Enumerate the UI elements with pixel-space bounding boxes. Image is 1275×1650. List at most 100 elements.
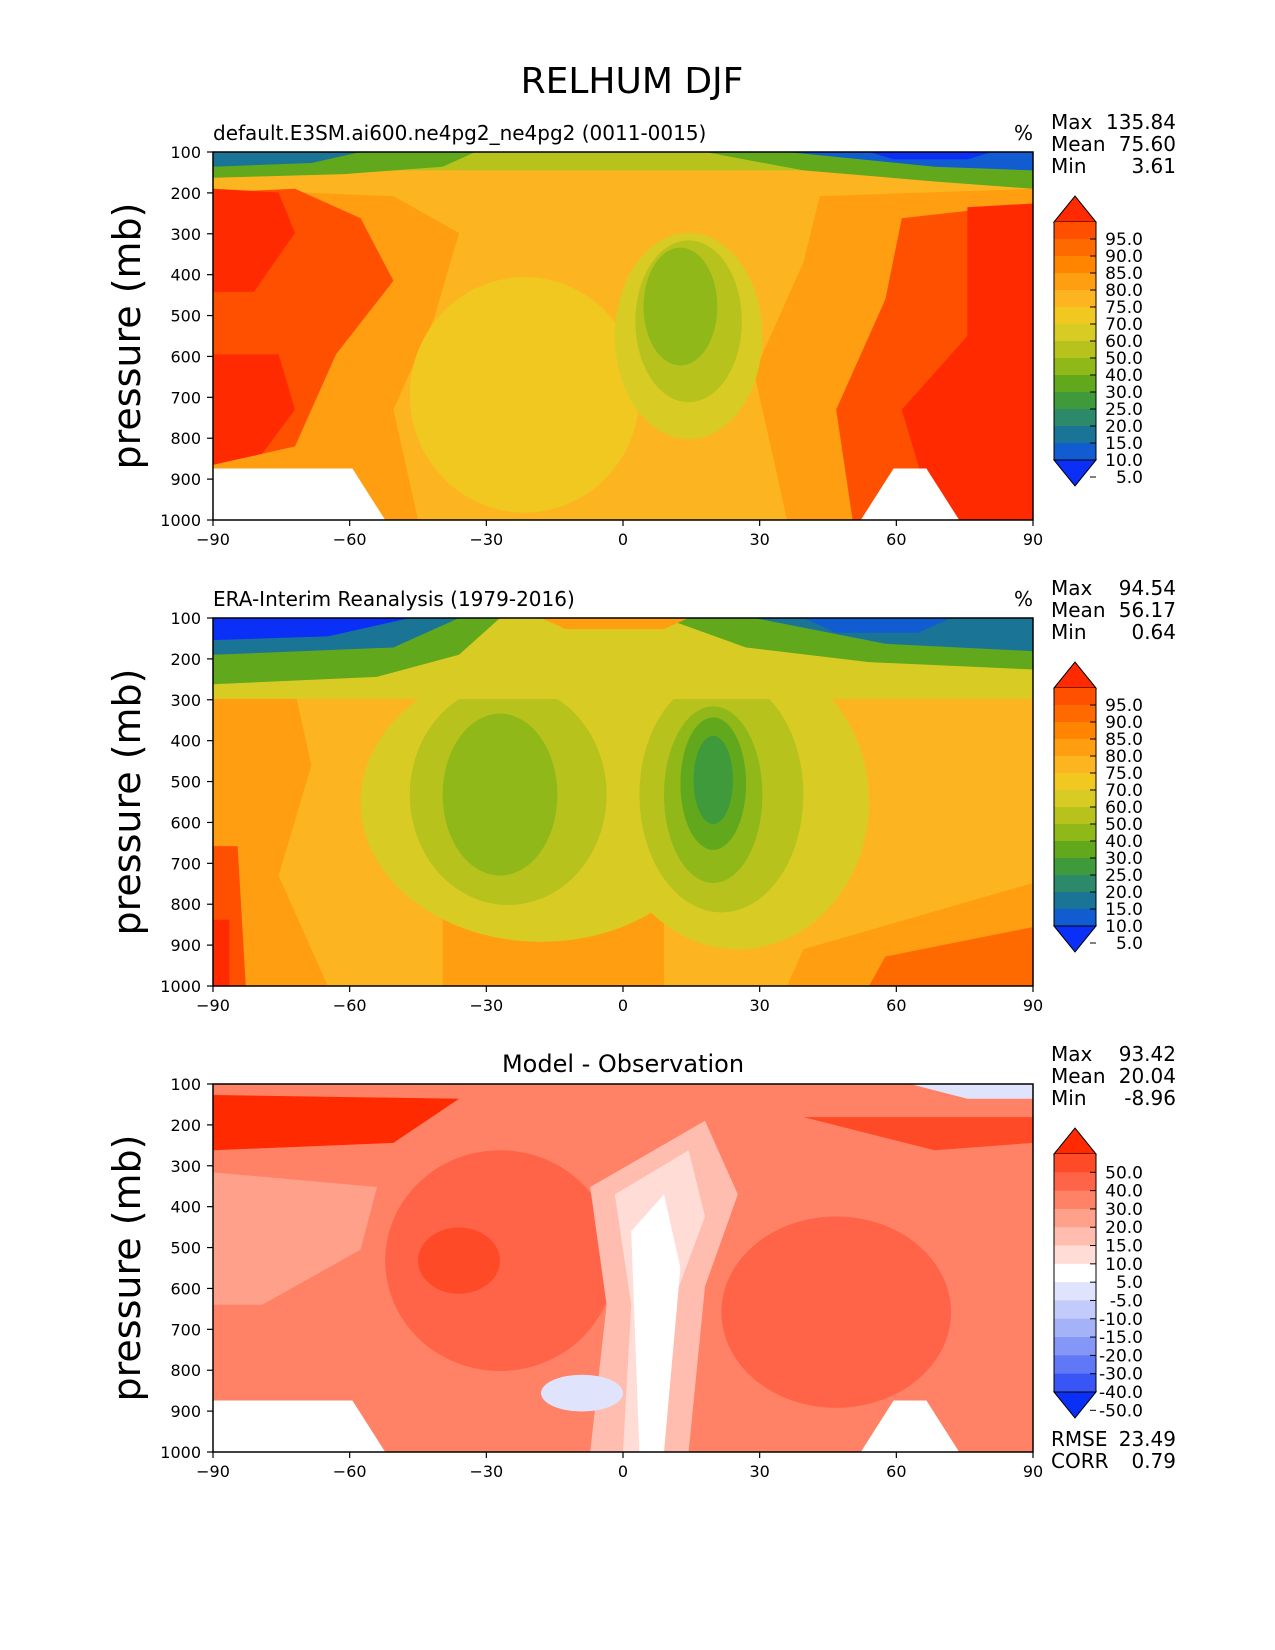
field-red-east — [869, 927, 1033, 986]
y-tick-label: 500 — [170, 307, 201, 326]
field-top-deep-blue-east — [869, 152, 992, 160]
y-tick-label: 400 — [170, 732, 201, 751]
y-tick-label: 200 — [170, 1116, 201, 1135]
stat-value: 23.49 — [1119, 1427, 1176, 1451]
colorbar-label: 80.0 — [1105, 281, 1143, 301]
colorbar-label: 60.0 — [1105, 798, 1143, 818]
panel-3: Model - Observation −90 −60 −30 0 30 60 90 100 20… — [105, 1042, 1176, 1481]
colorbar-swatch — [1054, 790, 1096, 808]
y-tick-label: 400 — [170, 1198, 201, 1217]
colorbar-swatch — [1054, 290, 1096, 308]
colorbar-swatch — [1054, 1227, 1096, 1247]
x-tick-label: 0 — [618, 996, 628, 1015]
colorbar-extend-min — [1052, 925, 1098, 953]
x-tick-label: −30 — [469, 530, 503, 549]
y-axis-label: pressure (mb) — [105, 668, 149, 935]
colorbar-extend-min — [1052, 1391, 1098, 1419]
field-deep-red-west — [213, 919, 230, 986]
field-blue-patch — [541, 1374, 623, 1412]
y-tick-label: 500 — [170, 1239, 201, 1258]
colorbar-swatch — [1054, 824, 1096, 842]
colorbar-swatch — [1054, 392, 1096, 410]
y-tick-label: 800 — [170, 429, 201, 448]
colorbar-label: 40.0 — [1105, 832, 1143, 852]
field-topography-east — [860, 468, 960, 520]
field-top-red-west — [213, 1095, 459, 1151]
colorbar-swatch — [1054, 1373, 1096, 1393]
x-tick-label: 0 — [618, 530, 628, 549]
stat-label: RMSE — [1051, 1427, 1107, 1451]
colorbar-extend-max — [1052, 195, 1098, 223]
colorbar-label: 90.0 — [1105, 247, 1143, 267]
colorbar-swatch — [1054, 426, 1096, 444]
field-deep-red-west — [213, 188, 295, 292]
figure-title: RELHUM DJF — [521, 61, 744, 102]
x-tick-label: −90 — [196, 530, 230, 549]
colorbar-label: 85.0 — [1105, 264, 1143, 284]
colorbar-swatch — [1054, 739, 1096, 757]
colorbar-label: 25.0 — [1105, 866, 1143, 886]
colorbar-label: 50.0 — [1105, 349, 1143, 369]
x-tick-label: −30 — [469, 996, 503, 1015]
colorbar-extend-max — [1052, 661, 1098, 689]
stat-label: CORR — [1051, 1449, 1109, 1473]
x-tick-label: −60 — [333, 1462, 367, 1481]
field-topography-east — [860, 1400, 960, 1452]
y-tick-label: 700 — [170, 1320, 201, 1339]
colorbar-extend-min — [1052, 459, 1098, 487]
colorbar: 95.090.085.080.075.070.060.050.040.030.0… — [1052, 661, 1143, 954]
stat-label: Min — [1051, 154, 1087, 178]
colorbar-swatch — [1054, 375, 1096, 393]
stat-label: Min — [1051, 1086, 1087, 1110]
colorbar-label: 10.0 — [1105, 451, 1143, 471]
x-tick-label: −60 — [333, 530, 367, 549]
colorbar-swatch — [1054, 1282, 1096, 1301]
colorbar-label: 5.0 — [1116, 934, 1143, 954]
colorbar-label: 30.0 — [1105, 383, 1143, 403]
y-tick-label: 900 — [170, 936, 201, 955]
y-tick-label: 800 — [170, 1361, 201, 1380]
colorbar-label: 60.0 — [1105, 332, 1143, 352]
field-top-red-east — [803, 1117, 1033, 1151]
colorbar-swatch — [1054, 1190, 1096, 1210]
colorbar-label: 95.0 — [1105, 230, 1143, 250]
field-red-west — [385, 1150, 615, 1372]
field-top-deep-blue-east — [803, 618, 951, 633]
colorbar-label: -10.0 — [1099, 1310, 1143, 1330]
field-light-west — [213, 1172, 377, 1305]
colorbar-swatch — [1054, 341, 1096, 359]
colorbar-swatch — [1054, 358, 1096, 376]
colorbar-label: 5.0 — [1116, 468, 1143, 488]
colorbar-label: 50.0 — [1105, 1163, 1143, 1183]
colorbar-swatch — [1054, 222, 1096, 240]
stat-value: -8.96 — [1124, 1086, 1176, 1110]
colorbar-label: 95.0 — [1105, 696, 1143, 716]
colorbar-swatch — [1054, 841, 1096, 859]
colorbar-outline — [1053, 1154, 1097, 1392]
colorbar-label: 70.0 — [1105, 781, 1143, 801]
stat-label: Max — [1051, 110, 1093, 134]
panel-1: default.E3SM.ai600.ne4pg2_ne4pg2 (0011-0… — [105, 110, 1176, 549]
y-tick-label: 700 — [170, 388, 201, 407]
colorbar-label: 70.0 — [1105, 315, 1143, 335]
colorbar-label: -20.0 — [1099, 1346, 1143, 1366]
y-tick-label: 1000 — [160, 511, 201, 530]
y-tick-label: 100 — [170, 609, 201, 628]
colorbar-label: 15.0 — [1105, 900, 1143, 920]
field-teal-east — [693, 735, 733, 825]
field-white-center — [631, 1194, 681, 1452]
x-tick-label: −90 — [196, 1462, 230, 1481]
y-tick-label: 600 — [170, 813, 201, 832]
stat-value: 0.79 — [1131, 1449, 1176, 1473]
contour-field — [213, 1084, 1033, 1452]
colorbar-label: 50.0 — [1105, 815, 1143, 835]
colorbar-swatch — [1054, 1337, 1096, 1356]
colorbar-label: -15.0 — [1099, 1328, 1143, 1348]
y-axis-label: pressure (mb) — [105, 1134, 149, 1401]
stat-value: 94.54 — [1119, 576, 1176, 600]
stat-value: 75.60 — [1119, 132, 1176, 156]
colorbar-label: 15.0 — [1105, 1237, 1143, 1257]
colorbar-swatch — [1054, 1172, 1096, 1192]
colorbar-label: 40.0 — [1105, 1182, 1143, 1202]
